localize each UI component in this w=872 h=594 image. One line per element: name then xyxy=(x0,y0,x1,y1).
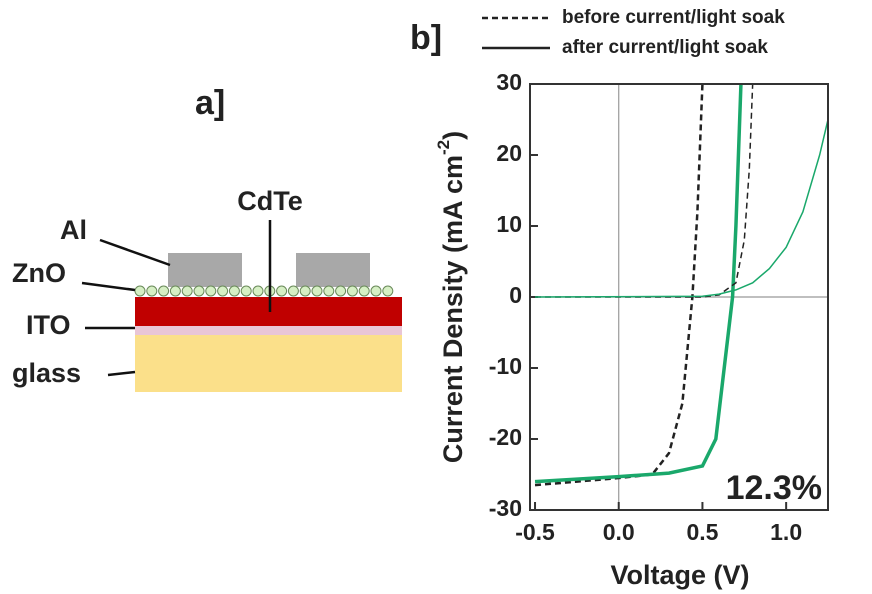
leader-line xyxy=(81,281,136,292)
leader-line xyxy=(99,238,171,267)
zno-particle xyxy=(134,285,146,297)
cdte-layer xyxy=(135,297,402,326)
zno-particle xyxy=(252,285,264,297)
zno-particle xyxy=(358,285,370,297)
y-tick-label: -10 xyxy=(489,353,522,379)
zno-particle xyxy=(240,285,252,297)
legend-label: after current/light soak xyxy=(562,37,768,58)
plot-frame xyxy=(529,83,829,511)
x-tick-label: -0.5 xyxy=(515,519,555,545)
series-line xyxy=(534,84,743,484)
annotation: 12.3% xyxy=(726,469,822,507)
x-tick-label: 1.0 xyxy=(770,519,802,545)
layer-label: ITO xyxy=(26,310,71,340)
zno-particle xyxy=(181,285,193,297)
panel-label: a] xyxy=(195,84,225,122)
ito-layer xyxy=(135,325,402,335)
series-line xyxy=(535,84,754,298)
zno-particle xyxy=(228,285,240,297)
legend-label: before current/light soak xyxy=(562,7,785,28)
zno-particle xyxy=(205,285,217,297)
x-tick-label: 0.0 xyxy=(603,519,635,545)
x-axis-label: Voltage (V) xyxy=(610,560,749,590)
glass-layer xyxy=(135,335,402,392)
layer-label: CdTe xyxy=(237,186,303,216)
y-tick-label: -30 xyxy=(489,495,522,521)
y-tick-label: 20 xyxy=(496,140,522,166)
y-axis-label-sup: -2 xyxy=(434,140,453,155)
al-contact xyxy=(296,253,370,287)
series-line xyxy=(535,119,828,298)
zno-particle xyxy=(193,285,205,297)
zno-particle xyxy=(169,285,181,297)
leader-line xyxy=(107,370,136,377)
plot: -0.5 0.0 0.5 1.0 -30 -20 -10 0 10 20 30 12.3% xyxy=(489,69,828,545)
y-tick-label: 0 xyxy=(509,282,522,308)
zno-particle xyxy=(346,285,358,297)
y-axis-label-text: Current Density (mA cm xyxy=(438,155,468,463)
y-axis-label-end: ) xyxy=(438,131,468,140)
al-contact xyxy=(168,253,242,287)
series-line xyxy=(534,84,704,487)
zno-particle xyxy=(335,285,347,297)
y-axis-label: Current Density (mA cm-2) xyxy=(434,131,468,463)
layer-label: glass xyxy=(12,358,81,388)
zno-particle xyxy=(287,285,299,297)
zno-particle xyxy=(217,285,229,297)
y-tick-label: -20 xyxy=(489,424,522,450)
zno-particle xyxy=(276,285,288,297)
zno-particle xyxy=(370,285,382,297)
zno-layer xyxy=(134,285,394,297)
layer-label: Al xyxy=(60,215,87,245)
panel-label: b] xyxy=(410,19,442,57)
zno-particle xyxy=(158,285,170,297)
zno-particle xyxy=(146,285,158,297)
x-tick-label: 0.5 xyxy=(686,519,718,545)
zno-particle xyxy=(382,285,394,297)
zno-particle xyxy=(311,285,323,297)
layer-label: ZnO xyxy=(12,258,66,288)
device-diagram: a] CdTe Al ZnO ITO glass xyxy=(12,84,402,392)
zno-particle xyxy=(299,285,311,297)
zno-particle xyxy=(323,285,335,297)
y-tick-label: 10 xyxy=(496,211,522,237)
y-tick-label: 30 xyxy=(496,69,522,95)
